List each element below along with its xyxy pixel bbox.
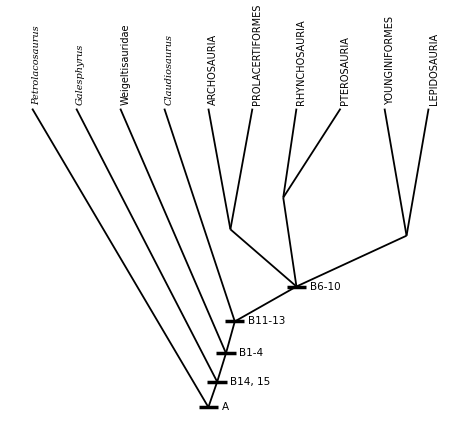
Text: PTEROSAURIA: PTEROSAURIA: [340, 36, 350, 105]
Text: PROLACERTIFORMES: PROLACERTIFORMES: [253, 4, 263, 105]
Text: Galesphyrus: Galesphyrus: [76, 44, 85, 105]
Text: ARCHOSAURIA: ARCHOSAURIA: [209, 34, 219, 105]
Text: YOUNGINIFORMES: YOUNGINIFORMES: [384, 16, 394, 105]
Text: LEPIDOSAURIA: LEPIDOSAURIA: [428, 33, 438, 105]
Text: B6-10: B6-10: [310, 282, 340, 292]
Text: Petrolacosaurus: Petrolacosaurus: [32, 26, 41, 105]
Text: RHYNCHOSAURIA: RHYNCHOSAURIA: [296, 20, 307, 105]
Text: Claudiosaurus: Claudiosaurus: [164, 34, 173, 105]
Text: A: A: [221, 402, 229, 412]
Text: B11-13: B11-13: [248, 316, 285, 326]
Text: B1-4: B1-4: [239, 348, 264, 358]
Text: B14, 15: B14, 15: [230, 377, 271, 387]
Text: Weigeltisauridae: Weigeltisauridae: [120, 24, 130, 105]
